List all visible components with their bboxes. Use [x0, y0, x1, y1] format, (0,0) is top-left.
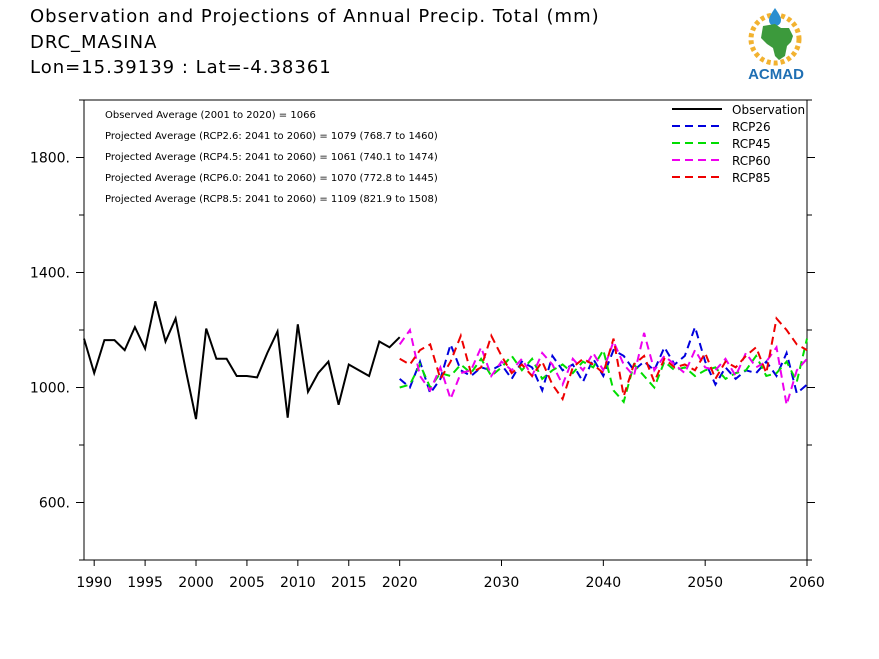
coordinates-label: Lon=15.39139 : Lat=-4.38361	[30, 57, 332, 78]
x-tick-label: 2060	[789, 575, 825, 591]
x-tick-label: 2015	[331, 575, 367, 591]
x-tick-label: 1990	[76, 575, 112, 591]
series-observation-line	[83, 301, 401, 420]
x-tick-label: 1995	[127, 575, 163, 591]
legend-label-rcp45: RCP45	[732, 137, 771, 151]
series-rcp85-line	[399, 316, 808, 402]
acmad-logo: ACMAD	[748, 8, 804, 83]
legend-label-rcp60: RCP60	[732, 154, 771, 168]
y-axis-labels: 600. 1000. 1400. 1800.	[30, 151, 70, 512]
location-name: DRC_MASINA	[30, 32, 158, 53]
chart-title: Observation and Projections of Annual Pr…	[30, 6, 600, 27]
y-tick-label: 1000.	[30, 381, 70, 397]
tick-marks	[76, 99, 815, 566]
acmad-sun-icon	[748, 8, 802, 66]
x-tick-label: 2010	[280, 575, 316, 591]
x-tick-label: 2000	[178, 575, 214, 591]
x-axis-labels: 1990 1995 2000 2005 2010 2015 2020 2030 2040 2050…	[76, 575, 824, 591]
logo-wordmark: ACMAD	[748, 66, 804, 83]
y-tick-label: 1800.	[30, 151, 70, 167]
x-tick-label: 2020	[382, 575, 418, 591]
annotation-3: Projected Average (RCP4.5: 2041 to 2060)…	[105, 152, 438, 163]
annotation-5: Projected Average (RCP8.5: 2041 to 2060)…	[105, 194, 438, 205]
y-tick-label: 1400.	[30, 266, 70, 282]
annotation-4: Projected Average (RCP6.0: 2041 to 2060)…	[105, 173, 438, 184]
annotation-1: Observed Average (2001 to 2020) = 1066	[105, 110, 316, 121]
legend-label-observation: Observation	[732, 103, 805, 117]
series-rcp26-line	[399, 323, 808, 396]
x-tick-label: 2050	[687, 575, 723, 591]
x-tick-label: 2030	[484, 575, 520, 591]
legend-label-rcp85: RCP85	[732, 171, 771, 185]
x-tick-label: 2005	[229, 575, 265, 591]
x-tick-label: 2040	[586, 575, 622, 591]
annotation-2: Projected Average (RCP2.6: 2041 to 2060)…	[105, 131, 438, 142]
legend: Observation RCP26 RCP45 RCP60 RCP85	[672, 103, 805, 185]
plot-frame	[83, 99, 808, 561]
series-rcp60-line	[398, 327, 808, 406]
annotations: Observed Average (2001 to 2020) = 1066 Pr…	[105, 110, 438, 205]
y-tick-label: 600.	[39, 496, 70, 512]
legend-label-rcp26: RCP26	[732, 120, 771, 134]
series-layer	[83, 301, 808, 420]
africa-map-icon	[761, 24, 793, 60]
